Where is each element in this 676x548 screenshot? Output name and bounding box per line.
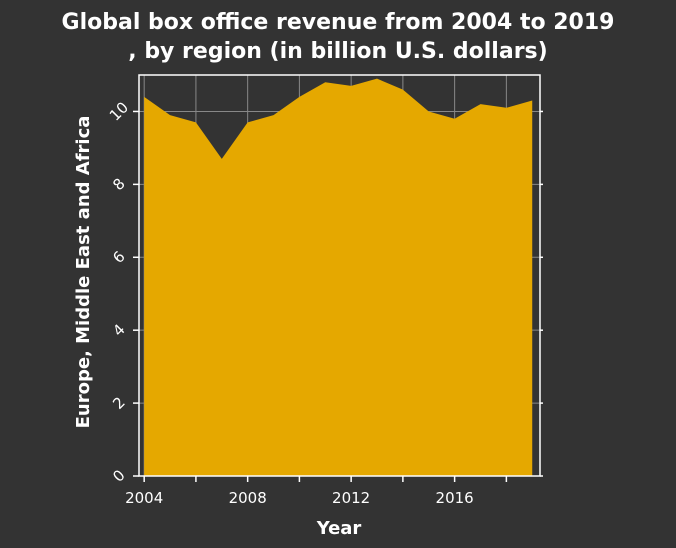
x-tick-label-3: 2016 (436, 489, 474, 507)
x-axis-label: Year (316, 518, 362, 539)
axes (138, 74, 541, 477)
x-axis-ticks: 2004 2008 2012 2016 (125, 476, 508, 507)
y-axis-label: Europe, Middle East and Africa (73, 116, 94, 429)
x-tick-label-1: 2008 (229, 489, 267, 507)
y-tick-label-5: 10 (106, 98, 132, 124)
area-series-emea (144, 78, 533, 477)
y-tick-label-4: 8 (109, 175, 128, 194)
y-tick-label-1: 2 (109, 393, 128, 412)
x-tick-label-2: 2012 (332, 489, 370, 507)
plot-frame (138, 74, 541, 477)
y-tick-label-2: 4 (109, 320, 128, 339)
chart-title-line-1: Global box office revenue from 2004 to 2… (62, 10, 615, 35)
y-tick-label-0: 0 (109, 466, 128, 485)
y-tick-label-3: 6 (109, 248, 128, 267)
x-tick-label-0: 2004 (125, 489, 163, 507)
chart-title-line-2: , by region (in billion U.S. dollars) (128, 39, 547, 64)
